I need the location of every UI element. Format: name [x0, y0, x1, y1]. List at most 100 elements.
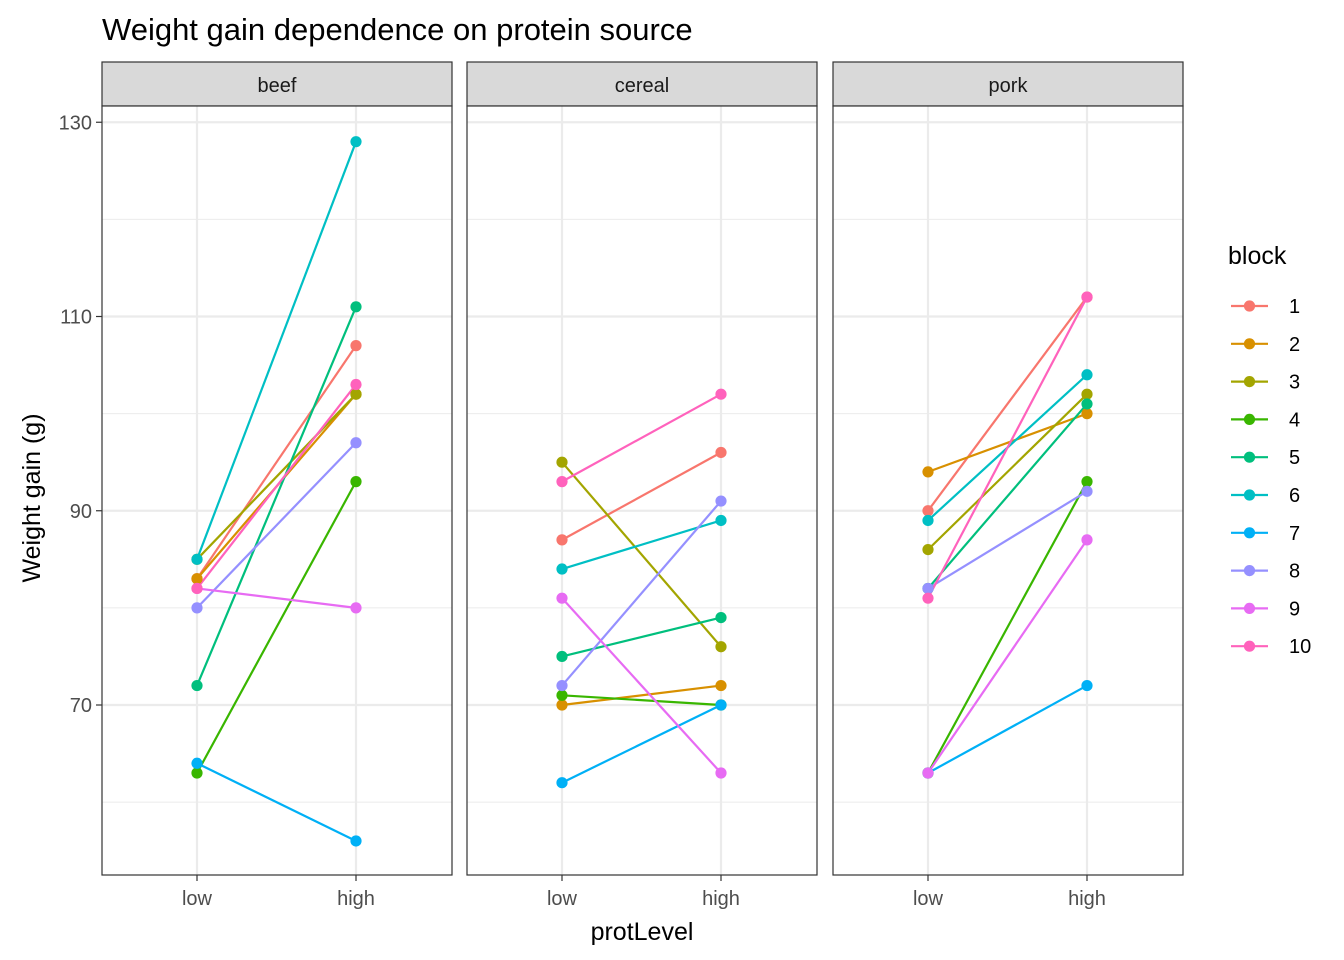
- x-axis-label: protLevel: [591, 918, 694, 946]
- series-line-block-7: [561, 704, 722, 784]
- data-point-block-7: [556, 777, 568, 789]
- series-line-block-7: [196, 762, 357, 842]
- data-point-block-2: [1081, 408, 1093, 420]
- data-point-block-4: [191, 767, 203, 779]
- legend-key-point-3: [1243, 376, 1256, 388]
- data-point-block-1: [922, 505, 934, 517]
- data-point-block-2: [715, 679, 727, 692]
- legend-key-point-5: [1243, 451, 1256, 463]
- data-point-block-4: [350, 476, 362, 488]
- panel-background: [102, 106, 452, 875]
- data-point-block-10: [922, 592, 934, 604]
- data-point-block-10: [191, 582, 203, 595]
- legend-label-6: 6: [1289, 485, 1300, 507]
- data-point-block-7: [191, 757, 203, 769]
- x-tick-label: high: [337, 888, 375, 910]
- panel-background: [833, 106, 1183, 875]
- legend-label-3: 3: [1289, 372, 1300, 394]
- y-axis-label: Weight gain (g): [18, 413, 46, 582]
- facet-strip-label: beef: [258, 75, 297, 97]
- data-point-block-5: [1081, 398, 1093, 410]
- data-point-block-1: [715, 446, 727, 459]
- panel-border: [466, 105, 818, 876]
- data-point-block-8: [191, 602, 203, 614]
- y-tick-label: 90: [70, 501, 92, 523]
- series-line-block-3: [561, 461, 722, 648]
- legend-label-10: 10: [1289, 636, 1311, 658]
- data-point-block-5: [556, 650, 568, 663]
- series-line-block-10: [196, 383, 357, 590]
- panel-border: [832, 105, 1184, 876]
- legend-label-8: 8: [1289, 561, 1300, 583]
- series-line-block-5: [195, 306, 358, 687]
- legend-key-point-10: [1243, 640, 1256, 652]
- x-tick-label: low: [182, 888, 213, 910]
- series-line-block-9: [196, 587, 357, 609]
- series-line-block-2: [561, 684, 722, 707]
- data-point-block-10: [715, 388, 727, 400]
- series-line-block-7: [927, 684, 1088, 774]
- series-line-block-3: [927, 393, 1088, 551]
- data-point-block-7: [715, 699, 727, 711]
- data-point-block-4: [556, 689, 568, 701]
- data-point-block-8: [556, 679, 568, 692]
- data-point-block-7: [350, 835, 362, 847]
- data-point-block-2: [556, 699, 568, 711]
- legend-label-1: 1: [1289, 296, 1300, 318]
- data-point-block-8: [715, 495, 727, 507]
- data-point-block-4: [1081, 476, 1093, 488]
- data-point-block-5: [350, 301, 362, 313]
- data-point-block-9: [556, 592, 568, 604]
- series-line-block-8: [196, 441, 357, 609]
- series-line-block-6: [561, 519, 722, 571]
- data-point-block-1: [350, 340, 362, 352]
- data-point-block-8: [922, 582, 934, 595]
- series-line-block-4: [927, 481, 1088, 774]
- series-line-block-1: [196, 345, 357, 580]
- series-line-block-10: [927, 296, 1088, 599]
- series-line-block-8: [927, 490, 1088, 590]
- facet-strip: [832, 61, 1184, 107]
- series-line-block-1: [927, 296, 1088, 512]
- y-tick-label: 70: [70, 695, 92, 717]
- facet-strip-label: pork: [989, 75, 1029, 97]
- data-point-block-9: [350, 602, 362, 614]
- x-tick-label: high: [1068, 888, 1106, 910]
- y-tick-label: 130: [59, 112, 92, 134]
- legend-key-point-6: [1243, 489, 1256, 501]
- legend-title: block: [1228, 242, 1287, 270]
- series-line-block-3: [196, 393, 357, 561]
- data-point-block-3: [556, 456, 568, 468]
- series-line-block-8: [561, 500, 722, 687]
- legend: block 1 2 3 4 5 6 7 8 9 10: [1228, 242, 1311, 658]
- legend-key-point-7: [1243, 527, 1256, 539]
- legend-label-2: 2: [1289, 334, 1300, 356]
- series-line-block-5: [927, 403, 1088, 590]
- legend-label-4: 4: [1289, 409, 1300, 431]
- facet-strip-label: cereal: [615, 75, 669, 97]
- facet-panels: beef low high cereal low high pork low high: [101, 61, 1184, 910]
- facet-panel-pork: pork low high: [832, 61, 1184, 910]
- data-point-block-6: [1081, 369, 1093, 381]
- y-tick-label: 110: [60, 307, 92, 329]
- data-point-block-9: [922, 767, 934, 779]
- facet-strip: [466, 61, 818, 107]
- data-point-block-2: [922, 466, 934, 478]
- data-point-block-9: [1081, 534, 1093, 546]
- legend-label-9: 9: [1289, 598, 1300, 620]
- data-point-block-9: [715, 767, 727, 779]
- chart-title: Weight gain dependence on protein source: [102, 12, 693, 47]
- x-tick-label: low: [913, 888, 944, 910]
- series-line-block-4: [561, 694, 722, 707]
- x-tick-label: high: [702, 888, 740, 910]
- data-point-block-7: [1081, 679, 1093, 692]
- legend-key-point-1: [1243, 300, 1256, 312]
- facet-strip: [101, 61, 453, 107]
- data-point-block-8: [350, 437, 362, 449]
- data-point-block-5: [715, 611, 727, 624]
- y-axis: 70 90 110 130: [59, 112, 102, 717]
- data-point-block-3: [1081, 388, 1093, 400]
- data-point-block-1: [556, 534, 568, 546]
- series-line-block-9: [561, 597, 722, 774]
